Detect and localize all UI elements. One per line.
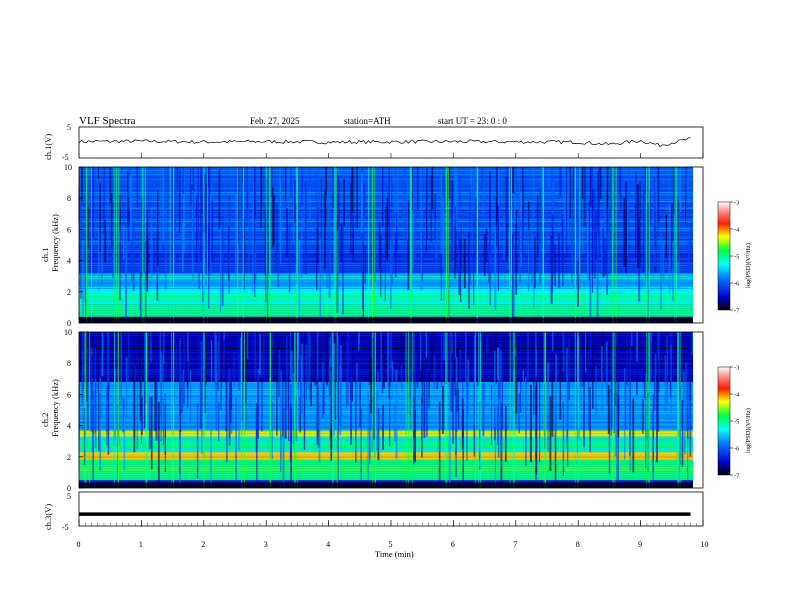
ch1-tick-marks (78, 153, 704, 158)
colorbar-tick-label: -4 (734, 392, 740, 399)
spec1-freq-label: Frequency (kHz) (50, 214, 60, 272)
colorbar-tick-label: -3 (734, 200, 739, 207)
colorbar-tick-label: -6 (734, 446, 740, 453)
colorbar-tick-label: -7 (734, 473, 740, 480)
date-label: Feb. 27, 2025 (250, 116, 300, 126)
spectrogram-low-band (79, 482, 693, 488)
freq-tick-label: 4 (67, 257, 71, 266)
ch3-ytick-bottom: -5 (62, 523, 69, 532)
spectrogram-band (79, 452, 693, 460)
ch3-ylabel: ch.3(V) (43, 504, 53, 530)
colorbar-tick-label: -5 (734, 419, 739, 426)
freq-tick-label: 2 (67, 453, 71, 462)
ch1-ytick-top: 5 (67, 123, 71, 132)
time-tick-label: 2 (201, 540, 205, 549)
spectrogram-band (79, 304, 693, 317)
freq-tick-label: 10 (64, 163, 72, 172)
time-tick-label: 10 (701, 540, 709, 549)
spec2-frame (78, 331, 704, 489)
spec2-channel-label: ch.2 (40, 413, 50, 427)
freq-tick-label: 10 (64, 328, 72, 337)
spec2-colorbar (717, 366, 731, 476)
spec1-frame (78, 166, 704, 324)
freq-tick-label: 2 (67, 288, 71, 297)
spec1-colorbar-label: log(PSD)(V²/Hz) (745, 243, 752, 288)
freq-tick-label: 8 (67, 359, 71, 368)
colorbar-tick-label: -4 (734, 227, 740, 234)
spec1-channel-label: ch.1 (40, 248, 50, 262)
time-tick-label: 8 (576, 540, 580, 549)
spec2-colorbar-label: log(PSD)(V²/Hz) (745, 408, 752, 453)
time-tick-label: 0 (77, 540, 81, 549)
time-tick-label: 9 (638, 540, 642, 549)
time-tick-label: 4 (326, 540, 330, 549)
freq-tick-label: 0 (67, 319, 71, 328)
colorbar-tick-label: -3 (734, 365, 739, 372)
freq-tick-label: 4 (67, 422, 71, 431)
freq-tick-label: 0 (67, 484, 71, 493)
time-tick-label: 6 (451, 540, 455, 549)
spec1-yticks: 0 2 4 6 8 10 (64, 163, 83, 328)
ch3-ytick-top: 5 (67, 492, 71, 501)
figure-title: VLF Spectra (79, 115, 136, 127)
freq-tick-label: 6 (67, 225, 71, 234)
ch1-trace (78, 136, 691, 148)
freq-tick-label: 6 (67, 390, 71, 399)
ch3-waveform-panel: 5 -5 ch.3(V) 0 1 2 3 4 5 6 7 8 9 10 Time (min) (43, 491, 709, 559)
ch1-ytick-bottom: -5 (62, 153, 69, 162)
colorbar-tick-label: -5 (734, 254, 739, 261)
spec1-colorbar-ticks: -3 -4 -5 -6 -7 (730, 200, 740, 315)
spec1-colorbar (717, 201, 731, 311)
spec2-colorbar-ticks: -3 -4 -5 -6 -7 (730, 365, 740, 480)
spec2-freq-label: Frequency (kHz) (50, 379, 60, 437)
ch1-ylabel: ch.1(V) (43, 134, 53, 160)
start-time-label: start UT = 23: 0 : 0 (438, 116, 507, 126)
spec2-yticks: 0 2 4 6 8 10 (64, 328, 83, 493)
time-axis-label: Time (min) (375, 549, 414, 559)
time-tick-label: 3 (264, 540, 268, 549)
time-tick-label: 5 (389, 540, 393, 549)
colorbar-tick-label: -6 (734, 281, 740, 288)
colorbar-tick-label: -7 (734, 308, 740, 315)
ch1-spectrogram (78, 167, 693, 323)
spectrogram-low-band (79, 317, 693, 323)
station-label: station=ATH (344, 116, 391, 126)
ch1-waveform-panel: 5 -5 ch.1(V) (43, 123, 704, 162)
ch2-spectrogram (78, 332, 693, 488)
freq-tick-label: 8 (67, 194, 71, 203)
time-tick-label: 7 (513, 540, 517, 549)
time-axis-ticks: 0 1 2 3 4 5 6 7 8 9 10 (77, 520, 709, 549)
time-tick-label: 1 (139, 540, 143, 549)
